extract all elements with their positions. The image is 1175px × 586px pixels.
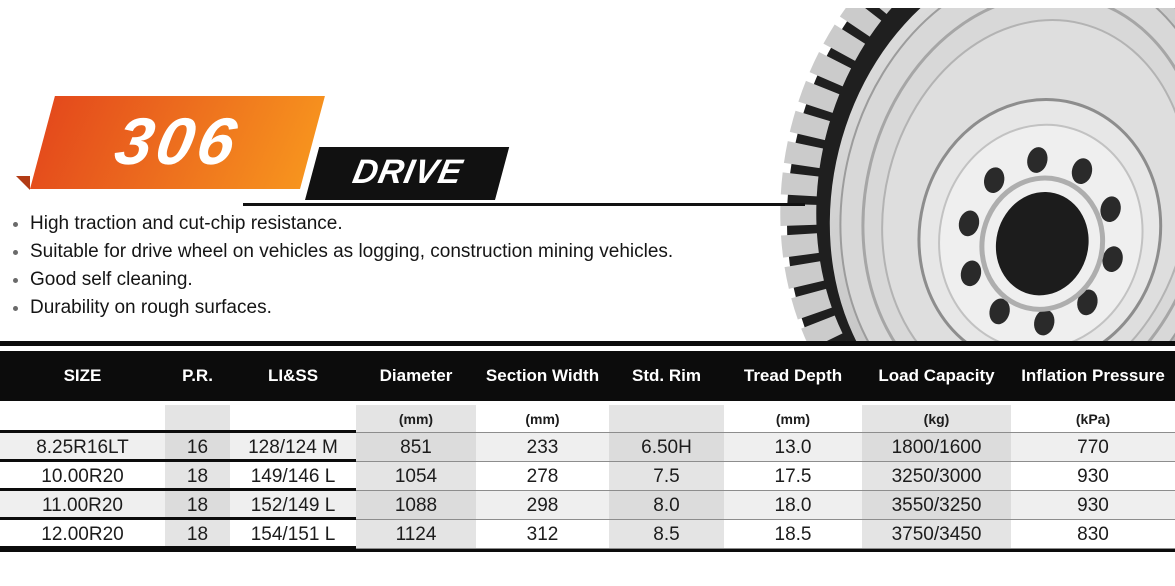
- feature-text: High traction and cut-chip resistance.: [30, 213, 343, 234]
- cell-pr: 18: [165, 491, 230, 520]
- feature-item: Durability on rough surfaces.: [8, 297, 673, 325]
- unit-cell: (kg): [862, 405, 1011, 433]
- cell-load-capacity: 3750/3450: [862, 520, 1011, 549]
- cell-size: 11.00R20: [0, 491, 165, 520]
- bullet-icon: [13, 250, 18, 255]
- table-header-row: SIZE P.R. LI&SS Diameter Section Width S…: [0, 351, 1175, 401]
- cell-tread-depth: 18.0: [724, 491, 862, 520]
- logo-fold-corner: [16, 176, 30, 190]
- cell-std-rim: 8.5: [609, 520, 724, 549]
- cell-tread-depth: 13.0: [724, 433, 862, 462]
- cell-liss: 149/146 L: [250, 465, 336, 487]
- cell-pr: 16: [165, 433, 230, 462]
- cell-size: 10.00R20: [41, 465, 124, 487]
- cell-tread-depth: 18.5: [774, 523, 812, 545]
- units-row: (mm) (mm) (mm) (kg) (kPa): [0, 405, 1175, 433]
- cell-liss: 154/151 L: [250, 523, 336, 545]
- unit-cell: (kPa): [1075, 411, 1111, 427]
- column-header-size: SIZE: [63, 366, 102, 385]
- cell-std-rim: 8.0: [609, 491, 724, 520]
- table-row: 10.00R20 18 149/146 L 1054 278 7.5 17.5 …: [0, 462, 1175, 491]
- unit-cell: [0, 405, 165, 433]
- cell-pr: 18: [165, 462, 230, 491]
- cell-section-width: 298: [476, 491, 609, 520]
- cell-pr: 18: [165, 520, 230, 549]
- table-row: 8.25R16LT 16 128/124 M 851 233 6.50H 13.…: [0, 433, 1175, 462]
- column-header-liss: LI&SS: [267, 366, 319, 385]
- cell-diameter: 1054: [356, 462, 476, 491]
- cell-liss: 152/149 L: [230, 491, 356, 520]
- column-header-tread-depth: Tread Depth: [743, 366, 843, 385]
- feature-text: Suitable for drive wheel on vehicles as …: [30, 241, 674, 262]
- cell-diameter: 851: [356, 433, 476, 462]
- unit-cell: (mm): [356, 405, 476, 433]
- tire-photo: [780, 8, 1175, 346]
- divider-line: [243, 203, 805, 206]
- column-header-pr: P.R.: [182, 366, 213, 385]
- cell-section-width: 278: [526, 465, 559, 487]
- column-header-section-width: Section Width: [485, 366, 600, 385]
- cell-diameter: 1124: [356, 520, 476, 549]
- cell-size: 12.00R20: [41, 523, 124, 545]
- cell-inflation-pressure: 770: [1011, 433, 1175, 462]
- spec-table: SIZE P.R. LI&SS Diameter Section Width S…: [0, 341, 1175, 552]
- feature-list: High traction and cut-chip resistance. S…: [8, 213, 673, 325]
- bullet-icon: [13, 306, 18, 311]
- feature-item: High traction and cut-chip resistance.: [8, 213, 673, 241]
- unit-cell: [230, 405, 356, 433]
- model-number: 306: [109, 103, 247, 178]
- cell-std-rim: 6.50H: [609, 433, 724, 462]
- unit-cell: [609, 405, 724, 433]
- cell-size: 8.25R16LT: [0, 433, 165, 462]
- cell-load-capacity: 1800/1600: [862, 433, 1011, 462]
- unit-cell: (mm): [775, 411, 811, 427]
- model-badge: 306: [30, 96, 325, 189]
- cell-tread-depth: 17.5: [774, 465, 812, 487]
- bullet-icon: [13, 278, 18, 283]
- table-row: 12.00R20 18 154/151 L 1124 312 8.5 18.5 …: [0, 520, 1175, 549]
- cell-liss: 128/124 M: [230, 433, 356, 462]
- unit-cell: (mm): [525, 411, 560, 427]
- feature-item: Suitable for drive wheel on vehicles as …: [8, 241, 673, 269]
- cell-inflation-pressure: 930: [1077, 465, 1109, 487]
- column-header-diameter: Diameter: [379, 366, 453, 385]
- table-top-bar: [0, 341, 1175, 346]
- column-header-std-rim: Std. Rim: [632, 366, 701, 385]
- cell-load-capacity: 3250/3000: [862, 462, 1011, 491]
- table-bottom-border: [0, 549, 1175, 552]
- category-badge: DRIVE: [305, 147, 510, 200]
- column-header-inflation-pressure: Inflation Pressure: [1021, 366, 1165, 385]
- cell-section-width: 233: [476, 433, 609, 462]
- cell-inflation-pressure: 830: [1077, 523, 1109, 545]
- cell-inflation-pressure: 930: [1011, 491, 1175, 520]
- unit-cell: [165, 405, 230, 433]
- cell-diameter: 1088: [356, 491, 476, 520]
- feature-text: Good self cleaning.: [30, 269, 193, 290]
- cell-load-capacity: 3550/3250: [862, 491, 1011, 520]
- bullet-icon: [13, 222, 18, 227]
- feature-item: Good self cleaning.: [8, 269, 673, 297]
- cell-std-rim: 7.5: [609, 462, 724, 491]
- table-row: 11.00R20 18 152/149 L 1088 298 8.0 18.0 …: [0, 491, 1175, 520]
- column-header-load-capacity: Load Capacity: [878, 366, 995, 385]
- category-label: DRIVE: [349, 153, 466, 191]
- cell-section-width: 312: [526, 523, 559, 545]
- feature-text: Durability on rough surfaces.: [30, 297, 272, 318]
